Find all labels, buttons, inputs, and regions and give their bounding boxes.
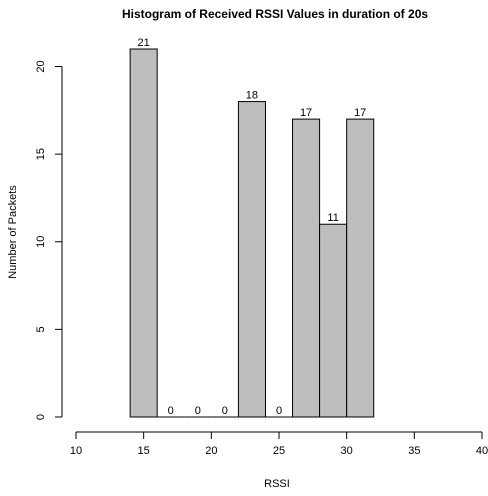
bar-value-label: 21 [138, 37, 150, 49]
x-tick-label: 25 [273, 445, 285, 457]
histogram-bar [319, 223, 348, 418]
bars-group [129, 48, 375, 418]
histogram-bar [346, 118, 375, 418]
histogram-bar [292, 118, 321, 418]
x-tick-label: 40 [476, 445, 488, 457]
x-tick-label: 15 [138, 445, 150, 457]
bar-labels-group: 21 0 0 0 18 0 17 11 17 [138, 37, 367, 417]
y-axis-label: Number of Packets [7, 185, 19, 279]
bar-value-label: 17 [354, 107, 366, 119]
x-axis: 10 15 20 25 30 35 40 [70, 431, 488, 457]
y-tick-label: 5 [35, 326, 47, 332]
chart-title: Histogram of Received RSSI Values in dur… [122, 7, 428, 21]
bar-value-label: 17 [300, 107, 312, 119]
y-tick-label: 20 [35, 60, 47, 72]
bar-value-label: 0 [168, 405, 174, 417]
histogram-bar [237, 101, 266, 418]
y-tick-label: 10 [35, 236, 47, 248]
bar-value-label: 11 [327, 212, 338, 224]
x-axis-label: RSSI [264, 478, 290, 490]
y-tick-label: 15 [35, 148, 47, 160]
y-tick-label: 0 [35, 414, 47, 420]
x-tick-label: 35 [408, 445, 420, 457]
bar-value-label: 18 [246, 90, 258, 102]
bar-value-label: 0 [276, 405, 282, 417]
x-tick-label: 20 [205, 445, 217, 457]
bar-value-label: 0 [195, 405, 201, 417]
y-axis: 0 5 10 15 20 [35, 60, 63, 420]
bar-value-label: 0 [222, 405, 228, 417]
histogram-bar [129, 48, 158, 418]
x-tick-label: 30 [341, 445, 353, 457]
x-tick-label: 10 [70, 445, 82, 457]
